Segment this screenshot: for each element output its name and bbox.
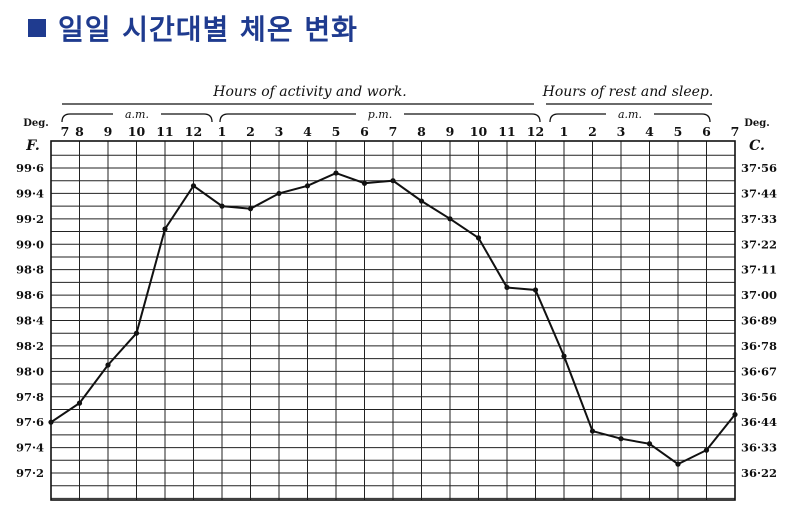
data-point (418, 198, 425, 204)
y-right-tick-label: 36·78 (741, 339, 777, 353)
x-tick-label: 6 (360, 124, 369, 139)
y-left-tick-label: 99·4 (16, 186, 44, 200)
square-bullet-icon (28, 19, 46, 37)
x-tick-label: 5 (332, 124, 341, 139)
y-right-tick-label: 36·67 (741, 364, 777, 378)
y-left-tick-label: 98·4 (16, 314, 44, 328)
x-tick-label: 3 (617, 124, 626, 139)
data-point (105, 362, 111, 368)
x-tick-label: 4 (303, 124, 312, 139)
y-right-tick-label: 37·22 (741, 237, 777, 251)
x-tick-label: 9 (104, 124, 113, 139)
y-left-tick-label: 99·0 (16, 237, 44, 251)
y-right-tick-label: 37·33 (741, 212, 777, 226)
x-tick-label: 3 (275, 124, 284, 139)
data-point (703, 447, 710, 453)
data-point (361, 180, 368, 186)
left-unit-top: Deg. (23, 118, 49, 129)
data-point (190, 183, 197, 189)
period-brace (219, 113, 541, 123)
y-left-tick-label: 98·6 (16, 288, 44, 302)
y-left-tick-label: 97·8 (16, 390, 44, 404)
right-unit-bottom: C. (749, 138, 765, 154)
period-brace (549, 113, 711, 123)
data-point (675, 461, 681, 467)
x-tick-label: 2 (246, 124, 255, 139)
data-point (732, 411, 738, 418)
data-point (48, 419, 54, 425)
y-right-tick-label: 37·00 (741, 288, 777, 302)
data-point (475, 235, 482, 241)
x-tick-label: 12 (185, 124, 202, 139)
y-right-tick-label: 37·11 (741, 263, 777, 277)
data-point (219, 203, 225, 209)
data-point (247, 206, 254, 212)
data-point (304, 183, 311, 189)
slide-title: 일일 시간대별 체온 변화 (58, 13, 358, 46)
x-tick-label: 11 (498, 124, 515, 139)
slide-title-bar: 일일 시간대별 체온 변화 (28, 8, 358, 48)
y-right-tick-label: 36·22 (741, 466, 777, 480)
data-point (532, 287, 539, 293)
y-left-tick-label: 99·6 (16, 161, 44, 175)
y-right-tick-label: 36·89 (741, 314, 777, 328)
y-left-tick-label: 97·2 (16, 466, 44, 480)
x-tick-label: 11 (156, 124, 173, 139)
y-right-tick-label: 37·44 (741, 186, 777, 200)
x-tick-label: 7 (731, 124, 740, 139)
data-point (504, 284, 510, 291)
y-right-tick-label: 36·56 (741, 390, 777, 404)
x-tick-label: 10 (128, 124, 146, 139)
left-unit-bottom: F. (25, 138, 39, 154)
x-tick-label: 2 (588, 124, 597, 139)
period-brace (61, 113, 213, 123)
data-point (276, 190, 282, 197)
period-label: p.m. (368, 108, 392, 121)
header-rest: Hours of rest and sleep. (542, 84, 714, 100)
x-tick-label: 8 (75, 124, 84, 139)
y-left-tick-label: 98·0 (16, 364, 44, 378)
x-tick-label: 7 (61, 124, 70, 139)
period-label: a.m. (125, 108, 149, 121)
x-tick-label: 1 (218, 124, 227, 139)
x-tick-label: 7 (389, 124, 398, 139)
x-tick-label: 12 (527, 124, 544, 139)
data-point (618, 436, 624, 442)
y-left-tick-label: 98·2 (16, 339, 44, 353)
data-point (447, 216, 453, 222)
plot-frame (50, 140, 736, 501)
y-left-tick-label: 97·6 (16, 415, 44, 429)
x-tick-label: 8 (417, 124, 426, 139)
y-right-tick-label: 36·44 (741, 415, 777, 429)
x-tick-label: 1 (560, 124, 569, 139)
x-tick-label: 6 (702, 124, 711, 139)
x-tick-label: 5 (674, 124, 683, 139)
y-left-tick-label: 97·4 (16, 441, 44, 455)
data-point (390, 178, 396, 184)
right-unit-top: Deg. (744, 118, 770, 129)
x-tick-label: 9 (446, 124, 455, 139)
data-point (333, 170, 339, 176)
data-point (133, 330, 140, 336)
data-point (561, 353, 567, 359)
x-tick-label: 10 (470, 124, 488, 139)
data-point (162, 226, 168, 232)
header-activity: Hours of activity and work. (212, 84, 407, 100)
period-label: a.m. (618, 108, 642, 121)
data-point (646, 441, 653, 447)
y-right-tick-label: 36·33 (741, 441, 777, 455)
x-tick-label: 4 (645, 124, 654, 139)
data-point (589, 428, 596, 434)
data-point (76, 400, 83, 406)
y-right-tick-label: 37·56 (741, 161, 777, 175)
y-left-tick-label: 98·8 (16, 263, 44, 277)
y-left-tick-label: 99·2 (16, 212, 44, 226)
